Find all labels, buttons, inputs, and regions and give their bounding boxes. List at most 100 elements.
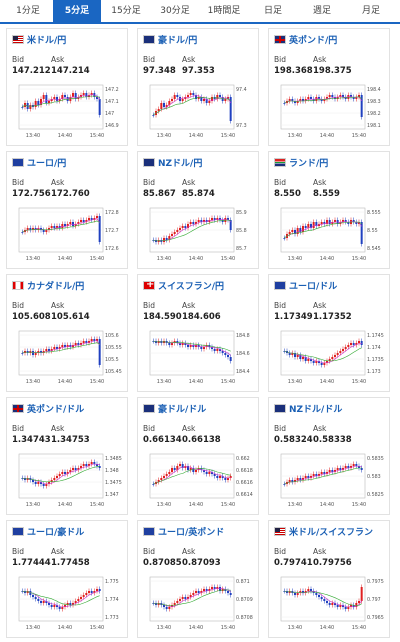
bid-value: 198.368	[274, 66, 313, 76]
currency-card[interactable]: ランド/円 Bid Ask 8.550 8.559 8.555 8.55 8.545 13:40…	[268, 151, 390, 269]
currency-pair-title[interactable]: 英ポンド/円	[274, 35, 337, 47]
currency-card[interactable]: カナダドル/円 Bid Ask 105.608 105.614 105.6 105.55 10…	[6, 274, 128, 392]
moving-average-line	[153, 95, 231, 116]
x-tick-label: 14:40	[58, 133, 72, 139]
x-tick-label: 14:40	[189, 133, 203, 139]
tab-6[interactable]: 週足	[312, 6, 331, 16]
candle	[93, 339, 96, 341]
candle	[64, 95, 66, 97]
currency-pair-title[interactable]: ユーロ/英ポンド	[143, 527, 224, 539]
candle	[213, 587, 216, 589]
currency-pair-label: カナダドル/円	[27, 282, 85, 292]
candle	[200, 591, 203, 593]
candle	[72, 93, 74, 97]
currency-card[interactable]: 米ドル/スイスフラン Bid Ask 0.79741 0.79756 0.7975 0.79…	[268, 520, 390, 638]
ask-value: 147.214	[51, 66, 90, 76]
currency-card[interactable]: 米ドル/円 Bid Ask 147.212 147.214 147.2 147.1 147 14…	[6, 28, 128, 146]
price-chart[interactable]: 198.4 198.3 198.2 198.1 13:40 14:40 15:40	[273, 81, 385, 143]
candle	[88, 591, 90, 593]
currency-pair-title[interactable]: 米ドル/スイスフラン	[274, 527, 373, 539]
currency-pair-title[interactable]: 豪ドル/ドル	[143, 404, 206, 416]
tab-4[interactable]: 1時間足	[207, 6, 241, 16]
candle	[88, 341, 90, 343]
candle	[205, 99, 208, 103]
price-chart[interactable]: 147.2 147.1 147 146.9 13:40 14:40 15:40	[11, 81, 123, 143]
candle	[48, 349, 50, 351]
currency-card[interactable]: NZドル/ドル Bid Ask 0.58324 0.58338 0.5835 0.583 0.…	[268, 397, 390, 515]
plot-frame	[280, 84, 366, 130]
price-chart[interactable]: 8.555 8.55 8.545 13:40 14:40 15:40	[273, 204, 385, 266]
currency-card[interactable]: ユーロ/豪ドル Bid Ask 1.77444 1.77458 1.775 1.774 1.7…	[6, 520, 128, 638]
flag-icon	[12, 527, 24, 536]
ask-value: 0.87093	[182, 558, 221, 568]
candle	[96, 589, 98, 591]
candle	[181, 343, 184, 345]
candle	[283, 591, 286, 592]
price-chart[interactable]: 0.662 0.6618 0.6616 0.6614 13:40 14:40 15:40	[142, 450, 254, 512]
price-chart[interactable]: 0.871 0.8709 0.8708 13:40 14:40 15:40	[142, 573, 254, 635]
price-chart[interactable]: 1.775 1.774 1.773 13:40 14:40 15:40	[11, 573, 123, 635]
currency-pair-title[interactable]: ユーロ/ドル	[274, 281, 337, 293]
currency-card[interactable]: 英ポンド/円 Bid Ask 198.368 198.375 198.4 198.3 198.…	[268, 28, 390, 146]
price-chart[interactable]: 172.8 172.7 172.6 13:40 14:40 15:40	[11, 204, 123, 266]
candle	[42, 601, 45, 603]
tab-2[interactable]: 15分足	[111, 6, 141, 16]
price-chart[interactable]: 0.7975 0.797 0.7965 13:40 14:40 15:40	[273, 573, 385, 635]
currency-card[interactable]: 豪ドル/円 Bid Ask 97.348 97.353 97.4 97.3 13:40 14:4…	[137, 28, 259, 146]
currency-pair-title[interactable]: 英ポンド/ドル	[12, 404, 84, 416]
currency-pair-title[interactable]: 米ドル/円	[12, 35, 66, 47]
y-tick-label: 0.7965	[367, 615, 384, 621]
currency-card[interactable]: ユーロ/ドル Bid Ask 1.17349 1.17352 1.1745 1.174 1.1…	[268, 274, 390, 392]
currency-pair-title[interactable]: NZドル/円	[143, 158, 202, 170]
candle	[310, 359, 312, 361]
currency-pair-title[interactable]: スイスフラン/円	[143, 281, 224, 293]
currency-card[interactable]: スイスフラン/円BidAsk184.590184.606184.8184.618…	[137, 274, 259, 392]
tab-7[interactable]: 月足	[361, 6, 380, 16]
price-chart[interactable]: 105.6 105.55 105.5 105.45 13:40 14:40 15:40	[11, 327, 123, 389]
candle	[211, 218, 213, 220]
candle	[315, 97, 318, 101]
candle	[360, 587, 363, 601]
tab-3[interactable]: 30分足	[160, 6, 190, 16]
x-tick-label: 13:40	[288, 625, 302, 631]
currency-card[interactable]: ユーロ/円 Bid Ask 172.756 172.760 172.8 172.7 172.6…	[6, 151, 128, 269]
candle	[187, 597, 189, 599]
currency-card[interactable]: ユーロ/英ポンド Bid Ask 0.87085 0.87093 0.871 0.8709 0…	[137, 520, 259, 638]
price-chart[interactable]: 1.3485 1.348 1.3475 1.347 13:40 14:40 15:40	[11, 450, 123, 512]
candle	[304, 226, 307, 228]
candle	[312, 222, 315, 228]
candle	[77, 343, 80, 345]
tab-0[interactable]: 1分足	[16, 6, 40, 16]
candle	[171, 468, 173, 472]
y-tick-label: 1.348	[105, 468, 119, 474]
candle	[195, 222, 197, 224]
bid-value: 0.58324	[274, 435, 313, 445]
candle	[69, 603, 72, 605]
bid-label: Bid	[12, 547, 24, 556]
candle	[50, 226, 53, 228]
moving-average-line	[22, 220, 100, 233]
currency-pair-title[interactable]: ユーロ/豪ドル	[12, 527, 84, 539]
tab-5[interactable]: 日足	[263, 6, 282, 16]
tab-1[interactable]: 5分足	[53, 0, 101, 22]
currency-pair-title[interactable]: ランド/円	[274, 158, 328, 170]
price-chart[interactable]: 85.9 85.8 85.7 13:40 14:40 15:40	[142, 204, 254, 266]
currency-pair-title[interactable]: NZドル/ドル	[274, 404, 342, 416]
candle	[29, 591, 32, 595]
candle	[203, 589, 205, 591]
flag-icon	[143, 527, 155, 536]
candle	[291, 480, 294, 482]
currency-pair-title[interactable]: カナダドル/円	[12, 281, 84, 293]
currency-card[interactable]: 英ポンド/ドル Bid Ask 1.34743 1.34753 1.3485 1.348 1.…	[6, 397, 128, 515]
candle	[165, 238, 168, 240]
candle	[88, 95, 90, 97]
price-chart[interactable]: 97.4 97.3 13:40 14:40 15:40	[142, 81, 254, 143]
currency-card[interactable]: NZドル/円 Bid Ask 85.867 85.874 85.9 85.8 85.7 13:4…	[137, 151, 259, 269]
price-chart[interactable]: 0.5835 0.583 0.5825 13:40 14:40 15:40	[273, 450, 385, 512]
price-chart[interactable]: 184.8 184.6 184.4 13:40 14:40 15:40	[142, 327, 254, 389]
candle	[80, 220, 82, 222]
currency-card[interactable]: 豪ドル/ドル Bid Ask 0.66134 0.66138 0.662 0.6618 0.6…	[137, 397, 259, 515]
price-chart[interactable]: 1.1745 1.174 1.1735 1.173 13:40 14:40 15:40	[273, 327, 385, 389]
currency-pair-title[interactable]: 豪ドル/円	[143, 35, 197, 47]
currency-pair-title[interactable]: ユーロ/円	[12, 158, 66, 170]
